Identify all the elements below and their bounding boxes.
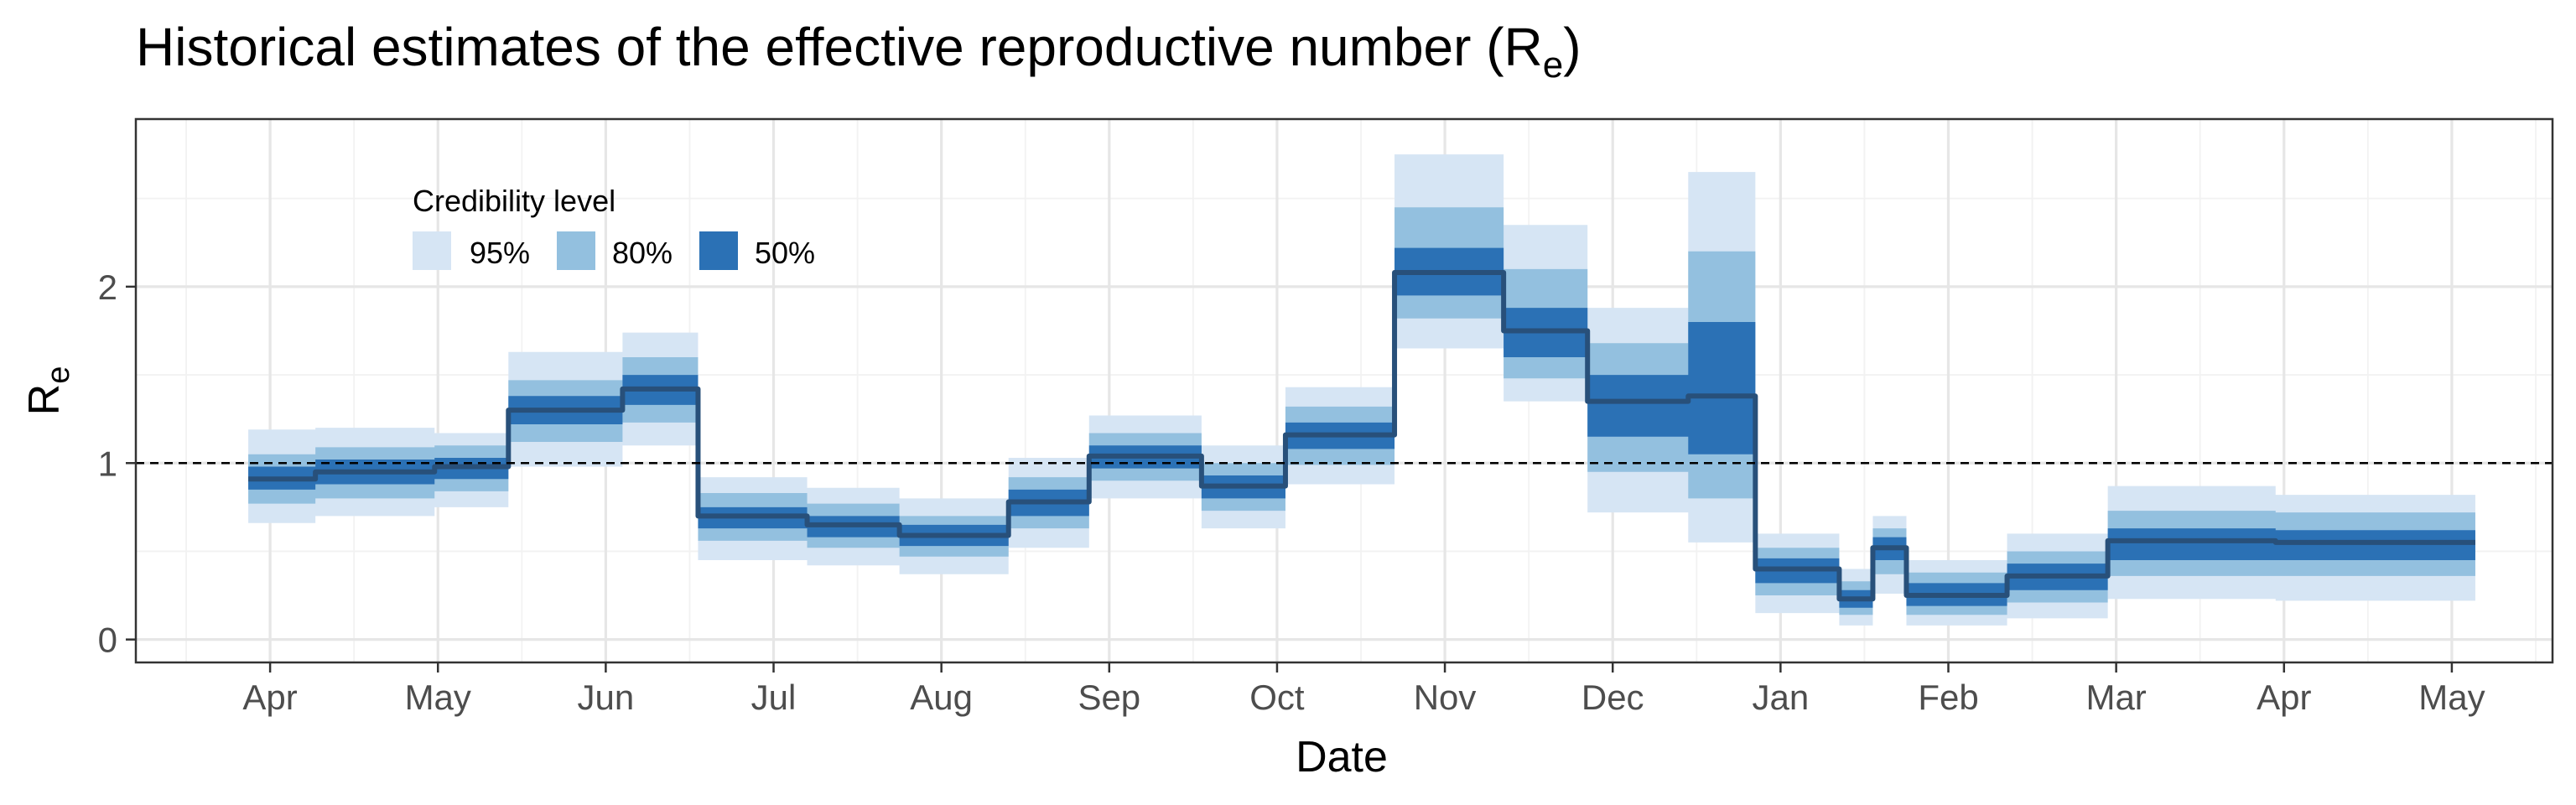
x-tick-label: Aug xyxy=(910,678,973,717)
chart-title-main: Historical estimates of the effective re… xyxy=(136,17,1543,77)
x-tick-label: Apr xyxy=(2257,678,2311,717)
x-tick-label: Feb xyxy=(1918,678,1978,717)
y-axis-title-subscript: e xyxy=(41,366,76,384)
x-tick-label: Nov xyxy=(1414,678,1477,717)
x-tick-label: Oct xyxy=(1249,678,1305,717)
median-layer xyxy=(248,270,2475,602)
x-tick-label: Jun xyxy=(578,678,635,717)
x-tick-label: Apr xyxy=(242,678,297,717)
legend: Credibility level 95% 80% 50% xyxy=(413,184,815,270)
x-axis: Apr May Jun Jul Aug Sep Oct Nov Dec Jan Feb Mar Apr M… xyxy=(242,662,2485,717)
x-tick-label: May xyxy=(2418,678,2485,717)
y-axis-title: Re xyxy=(20,366,76,416)
chart-title: Historical estimates of the effective re… xyxy=(136,17,1581,86)
x-tick-label: Jul xyxy=(751,678,797,717)
legend-swatch-95 xyxy=(413,231,451,270)
legend-label-50: 50% xyxy=(755,236,815,270)
x-tick-label: Jan xyxy=(1753,678,1810,717)
x-tick-label: Mar xyxy=(2085,678,2146,717)
chart-title-suffix: ) xyxy=(1563,17,1581,77)
legend-label-80: 80% xyxy=(612,236,673,270)
y-tick-label: 1 xyxy=(98,444,117,483)
chart-title-subscript: e xyxy=(1543,44,1563,86)
y-axis-title-main: R xyxy=(20,384,69,416)
y-axis: 0 1 2 xyxy=(98,267,136,660)
y-tick-label: 2 xyxy=(98,267,117,307)
legend-swatch-50 xyxy=(699,231,738,270)
legend-label-95: 95% xyxy=(470,236,530,270)
legend-swatch-80 xyxy=(557,231,595,270)
median-line xyxy=(248,270,2475,602)
x-tick-label: May xyxy=(405,678,471,717)
y-tick-label: 0 xyxy=(98,621,117,660)
x-tick-label: Dec xyxy=(1581,678,1644,717)
plot-border xyxy=(134,117,2554,664)
legend-title: Credibility level xyxy=(413,184,615,218)
x-axis-title: Date xyxy=(1296,733,1388,782)
x-tick-label: Sep xyxy=(1078,678,1140,717)
